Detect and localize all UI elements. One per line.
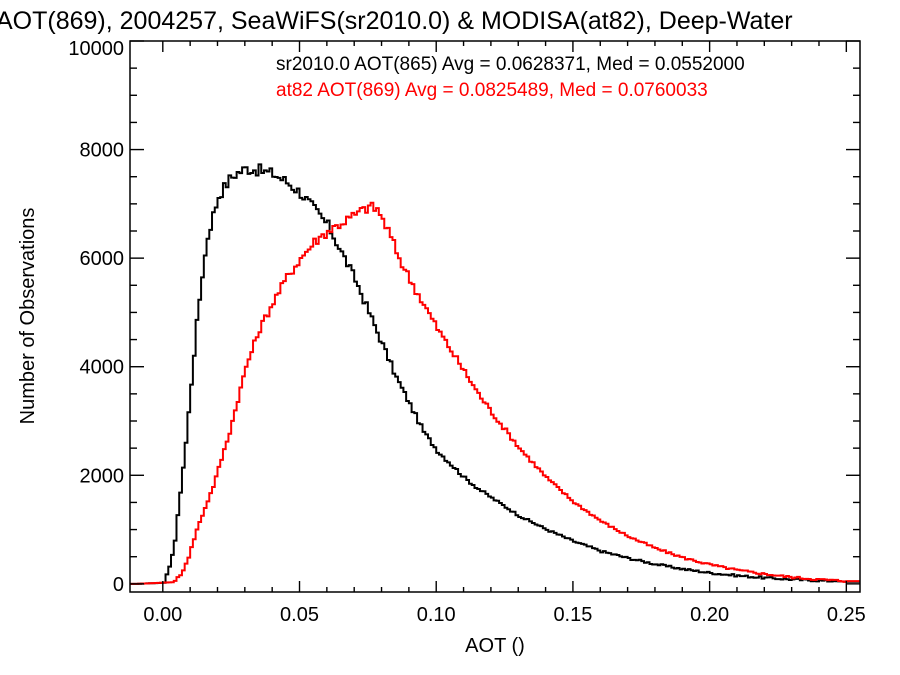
series-line-sr2010: [130, 163, 860, 585]
y-tick-label: 2000: [80, 465, 125, 487]
x-tick-label: 0.15: [553, 604, 592, 626]
y-tick-label: 6000: [80, 248, 125, 270]
x-tick-label: 0.20: [690, 604, 729, 626]
x-axis-label: AOT (): [465, 635, 525, 657]
y-tick-label: 0: [113, 574, 124, 596]
y-tick-label: 8000: [80, 140, 125, 162]
plot-frame: [129, 40, 861, 593]
annotation-red: at82 AOT(869) Avg = 0.0825489, Med = 0.0…: [276, 80, 708, 101]
chart-title: AOT(869), 2004257, SeaWiFS(sr2010.0) & M…: [0, 7, 793, 35]
y-axis-label: Number of Observations: [17, 208, 39, 425]
series-line-at82: [130, 201, 860, 585]
x-tick-label: 0.25: [827, 604, 866, 626]
y-tick-label: 10000: [68, 38, 124, 60]
y-tick-label: 4000: [80, 357, 125, 379]
annotation-black: sr2010.0 AOT(865) Avg = 0.0628371, Med =…: [276, 54, 745, 75]
x-tick-label: 0.00: [143, 604, 182, 626]
x-tick-label: 0.10: [417, 604, 456, 626]
x-tick-label: 0.05: [280, 604, 319, 626]
